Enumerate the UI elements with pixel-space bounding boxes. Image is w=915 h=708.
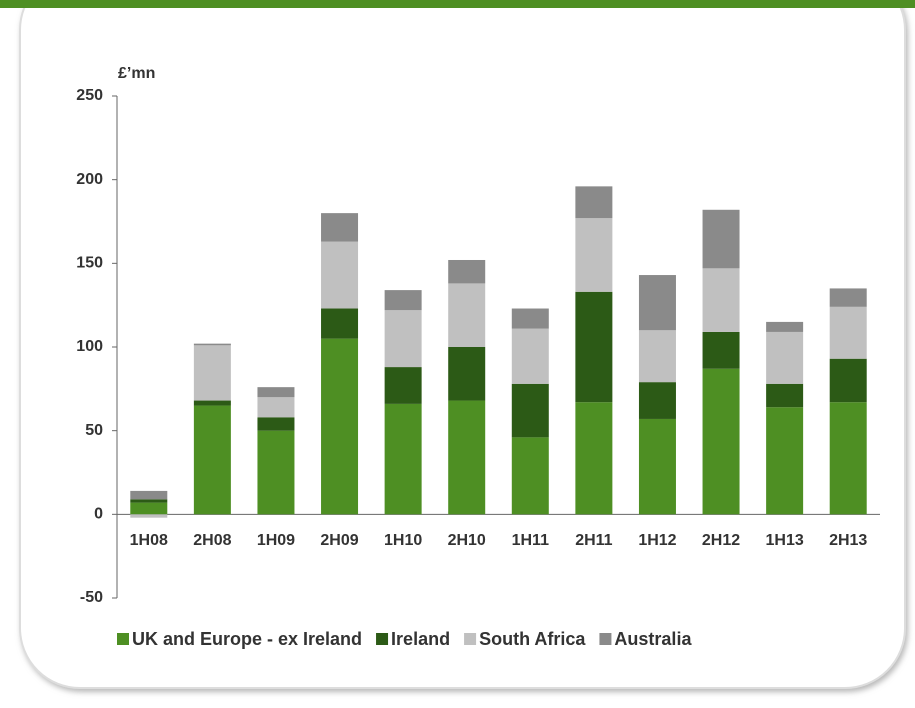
bar-segment	[575, 402, 613, 515]
bar-segment	[702, 268, 740, 332]
legend-label: Australia	[614, 629, 692, 649]
bar-segment	[638, 382, 676, 419]
bar-segment	[575, 186, 613, 219]
bar-segment	[448, 400, 486, 515]
bar-segment	[575, 218, 613, 292]
bar-segment	[702, 209, 740, 269]
bar-segment	[321, 241, 359, 309]
bar-segment	[193, 405, 231, 515]
y-tick-label: 50	[85, 422, 103, 439]
x-tick-label: 1H09	[257, 532, 295, 549]
bar-segment	[766, 321, 804, 332]
bar-segment	[130, 499, 168, 503]
x-tick-label: 2H12	[702, 532, 740, 549]
bar-segment	[257, 387, 295, 398]
legend-swatch	[599, 633, 612, 645]
legend-swatch	[464, 633, 477, 645]
bar-segment	[193, 345, 231, 401]
bar-segment	[829, 288, 867, 307]
x-tick-label: 1H13	[766, 532, 804, 549]
bar-segment	[257, 397, 295, 418]
x-tick-label: 1H12	[638, 532, 676, 549]
bar-segment	[130, 514, 168, 518]
bar-segment	[321, 338, 359, 515]
bar-segment	[321, 213, 359, 242]
bar-segment	[257, 430, 295, 515]
bar-segment	[321, 308, 359, 339]
bar-segment	[511, 383, 549, 438]
bar-segment	[384, 310, 422, 368]
legend-label: South Africa	[479, 629, 586, 649]
legend-swatch	[376, 633, 389, 645]
bar-segment	[257, 417, 295, 431]
legend-label: UK and Europe - ex Ireland	[132, 629, 362, 649]
bar-segment	[193, 400, 231, 406]
bar-segment	[829, 306, 867, 359]
bar-segment	[384, 403, 422, 515]
legend-swatch	[117, 633, 129, 645]
bar-segment	[702, 331, 740, 369]
bar-segment	[638, 275, 676, 331]
bar-segment	[829, 402, 867, 515]
x-tick-label: 2H13	[829, 532, 867, 549]
bar-segment	[766, 407, 804, 515]
x-tick-label: 1H10	[384, 532, 422, 549]
bar-segment	[638, 418, 676, 515]
bar-segment	[448, 283, 486, 347]
bar-segment	[511, 328, 549, 384]
x-tick-label: 1H08	[130, 532, 168, 549]
y-tick-label: 200	[76, 171, 103, 188]
bar-segment	[384, 367, 422, 404]
x-tick-label: 2H11	[575, 532, 612, 549]
bar-segment	[448, 259, 486, 284]
bar-segment	[511, 308, 549, 329]
bar-segment	[575, 291, 613, 403]
x-tick-label: 2H09	[320, 532, 358, 549]
x-tick-label: 2H08	[193, 532, 231, 549]
y-axis-label: £’mn	[118, 65, 155, 82]
bar-segment	[766, 331, 804, 384]
bar-segment	[384, 290, 422, 311]
bar-segment	[702, 368, 740, 515]
bar-segment	[130, 502, 168, 515]
y-tick-label: 150	[76, 255, 103, 272]
y-tick-label: 250	[76, 87, 103, 104]
bar-segment	[511, 437, 549, 515]
bar-segment	[193, 343, 231, 346]
bar-segment	[829, 358, 867, 403]
y-tick-label: 0	[94, 506, 103, 523]
bar-segment	[130, 490, 168, 500]
bar-segment	[638, 330, 676, 383]
top-bar	[0, 0, 915, 8]
bar-segment	[766, 383, 804, 408]
y-tick-label: 100	[76, 338, 103, 355]
y-tick-label: -50	[80, 589, 103, 606]
x-tick-label: 2H10	[448, 532, 486, 549]
x-tick-label: 1H11	[512, 532, 549, 549]
bar-segment	[448, 347, 486, 401]
legend-label: Ireland	[391, 629, 450, 649]
